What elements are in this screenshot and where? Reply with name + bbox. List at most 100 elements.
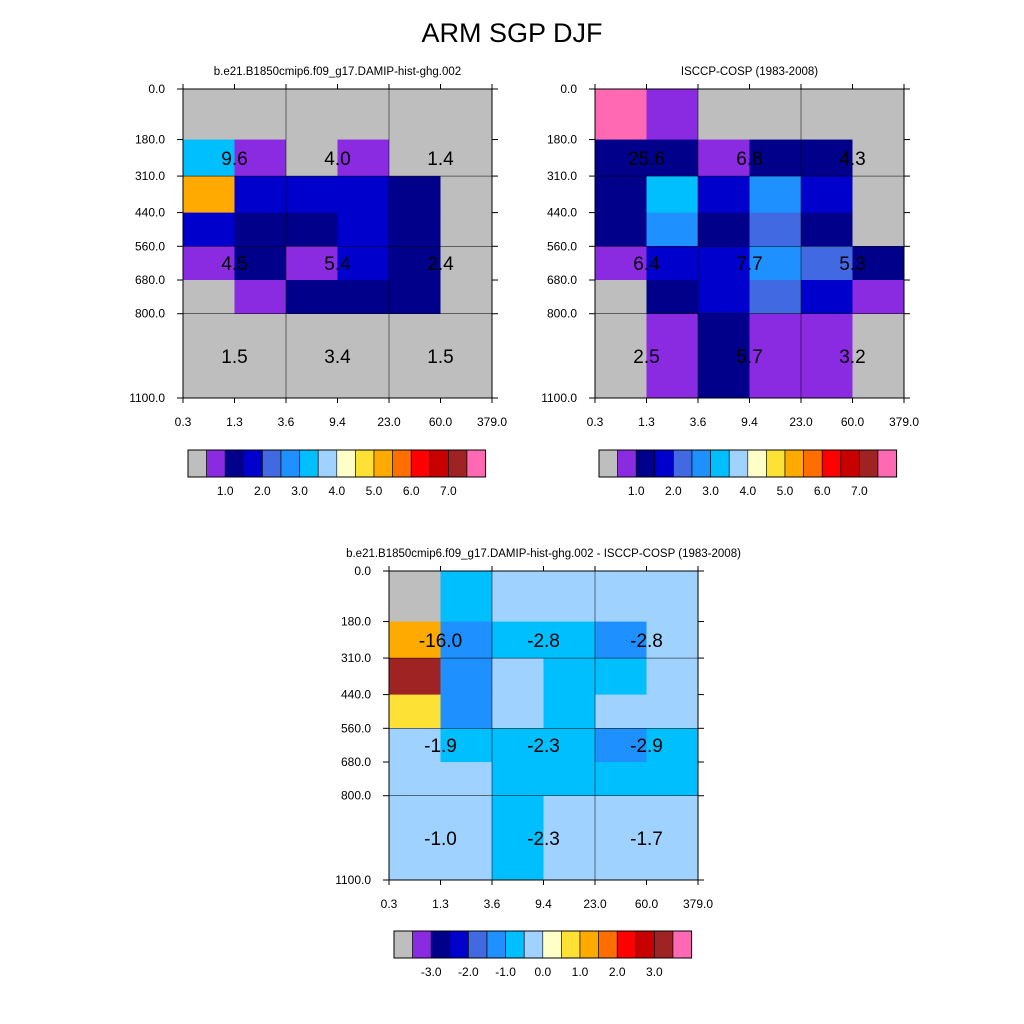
heatmap-cell — [595, 762, 647, 797]
colorbar-tick-label: 6.0 — [403, 484, 420, 498]
heatmap-cell — [183, 212, 235, 247]
heatmap-panel-2: ISCCP-COSP (1983-2008) 0.3 1.3 3.6 9.4 23.0 60… — [541, 66, 919, 498]
colorbar-box — [430, 930, 451, 959]
heatmap-panel-1: b.e21.B1850cmip6.f09_g17.DAMIP-hist-ghg.… — [129, 66, 507, 498]
data-label: 2.5 — [633, 347, 659, 368]
y-tick-label: 180.0 — [547, 133, 577, 147]
heatmap-cell — [234, 89, 287, 141]
y-tick-label: 680.0 — [135, 273, 165, 287]
heatmap-cell — [595, 139, 647, 177]
data-label: 5.4 — [324, 254, 351, 275]
heatmap-cell — [698, 280, 750, 315]
x-tick-label: 1.3 — [638, 415, 655, 429]
colorbar-tick-label: 7.0 — [440, 484, 457, 498]
y-tick-label: 800.0 — [547, 307, 577, 321]
heatmap-cell — [646, 762, 699, 797]
heatmap-cell — [234, 176, 287, 214]
colorbar-tick-label: 1.0 — [628, 484, 645, 498]
y-tick-label: 1100.0 — [541, 391, 577, 405]
heatmap-cell — [801, 89, 853, 141]
heatmap-cell — [440, 795, 493, 881]
heatmap-cell — [337, 313, 390, 399]
colorbar: 1.0 2.0 3.0 4.0 5.0 6.0 7.0 — [187, 449, 487, 498]
x-tick-label: 23.0 — [377, 415, 401, 429]
heatmap-cell — [543, 762, 596, 797]
y-tick-label: 800.0 — [135, 307, 165, 321]
x-tick-label: 3.6 — [484, 897, 501, 911]
heatmap-cell — [440, 212, 493, 247]
colorbar-box — [710, 449, 730, 478]
data-label: 1.5 — [427, 347, 453, 368]
colorbar-box — [280, 449, 300, 478]
heatmap-cell — [852, 139, 905, 177]
x-tick-label: 60.0 — [635, 897, 659, 911]
data-label: -2.8 — [630, 631, 663, 652]
colorbar-frame — [598, 449, 898, 478]
colorbar-box — [448, 449, 468, 478]
y-tick-label: 560.0 — [135, 239, 165, 253]
heatmap-cell — [543, 571, 596, 623]
data-label: 5.7 — [736, 347, 762, 368]
heatmap-cell — [389, 212, 441, 247]
colorbar-box — [598, 449, 618, 478]
heatmap-cell — [595, 176, 647, 214]
colorbar-box — [187, 449, 207, 478]
heatmap-cell — [801, 212, 853, 247]
heatmap-cell — [646, 139, 699, 177]
heatmap-cell — [749, 246, 802, 281]
heatmap-cell — [492, 795, 544, 881]
colorbar-box — [598, 930, 618, 959]
x-tick-label: 23.0 — [789, 415, 813, 429]
y-tick-label: 0.0 — [354, 564, 371, 578]
colorbar-frame — [187, 449, 487, 478]
heatmap-cell — [389, 762, 441, 797]
heatmap-cell — [389, 658, 441, 696]
x-tick-label: 379.0 — [683, 897, 713, 911]
data-label: -2.3 — [527, 829, 560, 850]
heatmap-cell — [543, 621, 596, 659]
heatmap-cell — [595, 694, 647, 729]
colorbar-tick-label: 7.0 — [851, 484, 868, 498]
heatmap-cell — [389, 694, 441, 729]
colorbar-box — [336, 449, 356, 478]
heatmap-cell — [646, 246, 699, 281]
heatmap-cell — [389, 139, 441, 177]
x-tick-label: 9.4 — [741, 415, 758, 429]
colorbar-box — [392, 449, 412, 478]
x-tick-label: 60.0 — [429, 415, 453, 429]
data-label: 1.5 — [221, 347, 247, 368]
heatmap-cell — [595, 280, 647, 315]
colorbar-tick-label: 3.0 — [646, 965, 663, 979]
colorbar-frame — [393, 930, 693, 959]
data-label: 3.2 — [839, 347, 865, 368]
heatmap-cell — [389, 280, 441, 315]
heatmap-cell — [337, 176, 390, 214]
colorbar-box — [859, 449, 879, 478]
data-label: 4.3 — [839, 149, 865, 170]
x-tick-label: 9.4 — [535, 897, 552, 911]
colorbar-tick-label: 5.0 — [366, 484, 383, 498]
x-tick-label: 0.3 — [175, 415, 192, 429]
colorbar-box — [243, 449, 263, 478]
heatmap-cell — [234, 246, 287, 281]
heatmap-cell — [749, 313, 802, 399]
heatmap-cell — [698, 246, 750, 281]
colorbar-box — [691, 449, 711, 478]
heatmap-cell — [749, 212, 802, 247]
colorbar-box — [673, 449, 693, 478]
y-tick-label: 440.0 — [341, 688, 371, 702]
heatmap-cell — [389, 621, 441, 659]
heatmap-cell — [698, 176, 750, 214]
heatmap-cell — [595, 728, 647, 763]
heatmap-cell — [440, 313, 493, 399]
heatmap-cell — [337, 212, 390, 247]
heatmap-cell — [646, 280, 699, 315]
y-tick-label: 0.0 — [560, 82, 577, 96]
heatmap-cell — [543, 795, 596, 881]
heatmap-cell — [646, 728, 699, 763]
y-tick-label: 0.0 — [148, 82, 165, 96]
colorbar-tick-label: 1.0 — [572, 965, 589, 979]
heatmap-cell — [595, 313, 647, 399]
colorbar: 1.0 2.0 3.0 4.0 5.0 6.0 7.0 — [598, 449, 898, 498]
